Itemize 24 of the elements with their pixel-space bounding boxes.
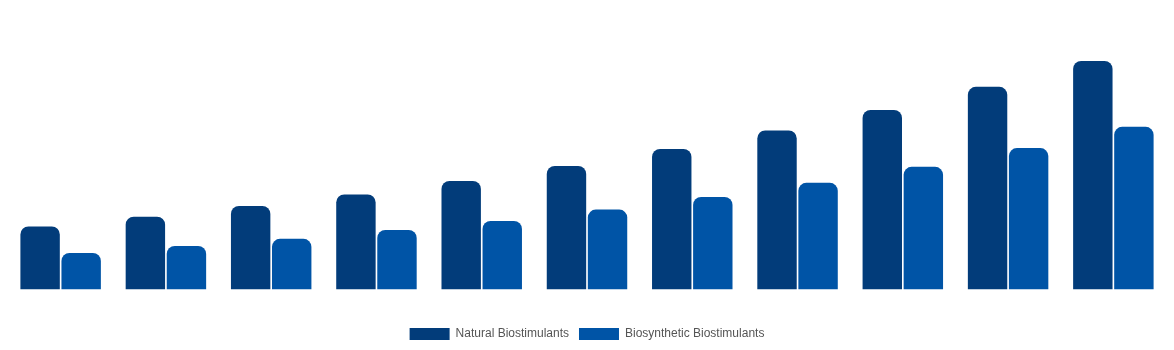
bar [587, 209, 628, 290]
bar [652, 149, 692, 290]
bar [61, 253, 101, 290]
bar [166, 245, 207, 290]
bar [1073, 61, 1113, 290]
bar [862, 109, 902, 290]
bar [272, 238, 312, 290]
bar [757, 130, 797, 290]
bar [1008, 148, 1049, 290]
bar [125, 216, 166, 290]
bar [903, 166, 944, 290]
bar [1114, 126, 1154, 290]
bar [798, 182, 838, 290]
bar [336, 194, 376, 290]
legend-label: Natural Biostimulants [455, 326, 569, 341]
legend-label: Biosynthetic Biostimulants [624, 326, 765, 341]
bar [546, 165, 587, 290]
bar [20, 226, 60, 290]
bar [441, 181, 481, 290]
bar [693, 197, 733, 290]
bar [377, 229, 417, 290]
bar [230, 205, 271, 290]
bar [967, 86, 1008, 290]
bar [482, 221, 522, 290]
